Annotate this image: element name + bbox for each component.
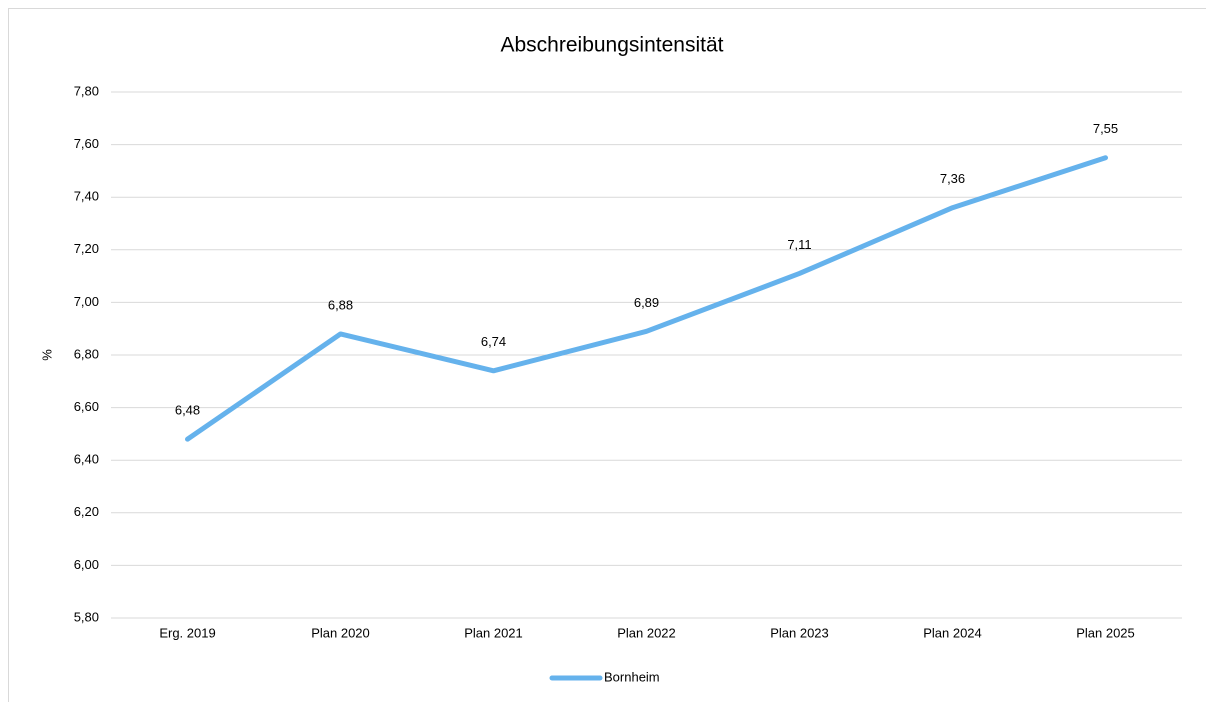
y-tick-label: 7,60 (74, 136, 99, 151)
chart-frame (8, 8, 1206, 702)
x-tick-label: Plan 2020 (311, 625, 370, 640)
x-tick-label: Plan 2021 (464, 625, 523, 640)
data-label: 6,48 (175, 403, 200, 418)
y-tick-label: 6,40 (74, 452, 99, 467)
x-tick-label: Plan 2023 (770, 625, 829, 640)
y-axis-label: % (39, 349, 54, 361)
data-label: 7,36 (940, 171, 965, 186)
y-tick-label: 7,80 (74, 83, 99, 98)
data-label: 6,88 (328, 297, 353, 312)
x-tick-label: Plan 2024 (923, 625, 982, 640)
data-label: 7,55 (1093, 121, 1118, 136)
x-tick-label: Erg. 2019 (159, 625, 215, 640)
x-tick-label: Plan 2022 (617, 625, 676, 640)
legend-label: Bornheim (604, 669, 660, 684)
y-tick-label: 6,60 (74, 399, 99, 414)
y-tick-label: 5,80 (74, 609, 99, 624)
data-line (185, 155, 1108, 442)
chart-title: Abschreibungsintensität (501, 34, 724, 57)
x-tick-label: Plan 2025 (1076, 625, 1135, 640)
y-tick-label: 7,40 (74, 189, 99, 204)
y-tick-label: 7,00 (74, 294, 99, 309)
y-tick-label: 6,20 (74, 504, 99, 519)
y-tick-label: 6,80 (74, 346, 99, 361)
data-label: 6,74 (481, 334, 506, 349)
data-label: 7,11 (787, 237, 811, 252)
y-tick-label: 7,20 (74, 241, 99, 256)
y-tick-label: 6,00 (74, 557, 99, 572)
data-label: 6,89 (634, 295, 659, 310)
